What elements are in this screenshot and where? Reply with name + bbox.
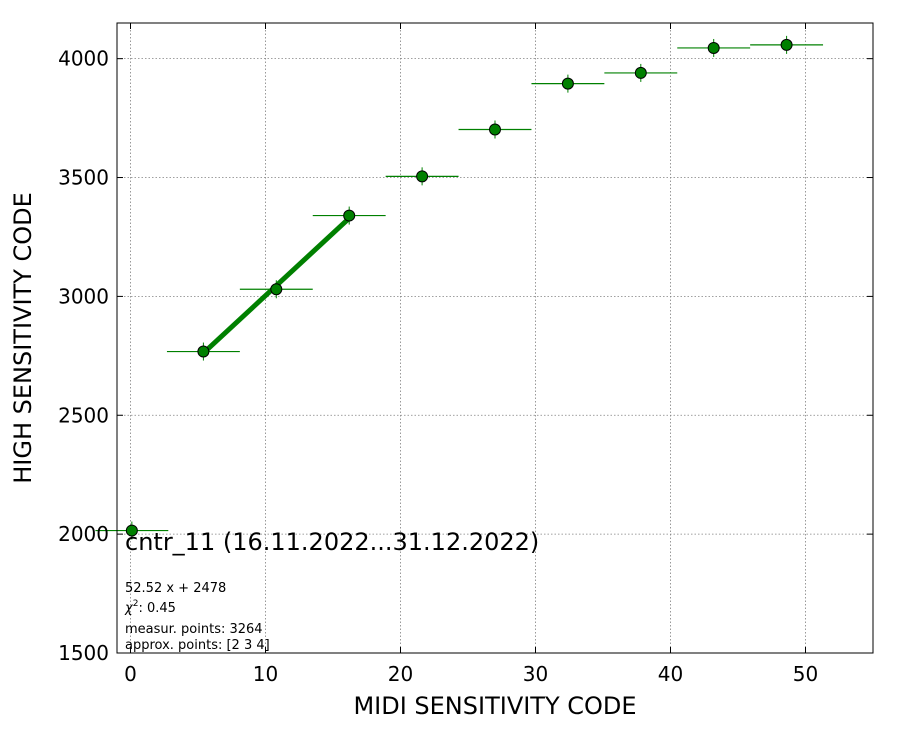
points-layer (95, 35, 824, 540)
x-tick-label: 0 (124, 662, 137, 686)
annotation-title: cntr_11 (16.11.2022...31.12.2022) (125, 528, 539, 556)
grid (117, 23, 873, 653)
x-tick-label: 50 (793, 662, 818, 686)
annotation-equation: 52.52 x + 2478 (125, 581, 226, 596)
y-tick-label: 2000 (58, 522, 109, 546)
annotation-measur-points: measur. points: 3264 (125, 622, 263, 637)
data-point (634, 66, 647, 79)
data-point (707, 41, 720, 54)
plot-frame (116, 22, 874, 654)
data-point (561, 77, 574, 90)
data-point (270, 283, 283, 296)
y-tick-label: 2500 (58, 403, 109, 427)
x-tick-label: 40 (658, 662, 683, 686)
y-tick-label: 3000 (58, 284, 109, 308)
y-tick-label: 4000 (58, 47, 109, 71)
x-tick-label: 30 (523, 662, 548, 686)
x-tick-label: 10 (253, 662, 278, 686)
x-tick-label: 20 (388, 662, 413, 686)
chi2-exponent: 2 (133, 599, 139, 609)
data-point (125, 524, 138, 537)
data-point (780, 38, 793, 51)
x-axis-label: MIDI SENSITIVITY CODE (353, 692, 636, 720)
data-point (416, 170, 429, 183)
axis-ticks: 0 10 20 30 40 50 1500 2000 2500 3000 3500 4000 (58, 23, 873, 686)
data-point (197, 345, 210, 358)
y-axis-label: HIGH SENSITIVITY CODE (9, 192, 37, 484)
chi2-symbol: χ (124, 601, 134, 616)
chi2-value: : 0.45 (138, 601, 175, 616)
data-point (489, 123, 501, 136)
annotation-chi2: χ2: 0.45 (124, 599, 176, 616)
annotation-approx-points: approx. points: [2 3 4] (125, 638, 270, 653)
y-tick-label: 3500 (58, 166, 109, 190)
data-point (343, 209, 356, 222)
y-tick-label: 1500 (58, 641, 109, 665)
